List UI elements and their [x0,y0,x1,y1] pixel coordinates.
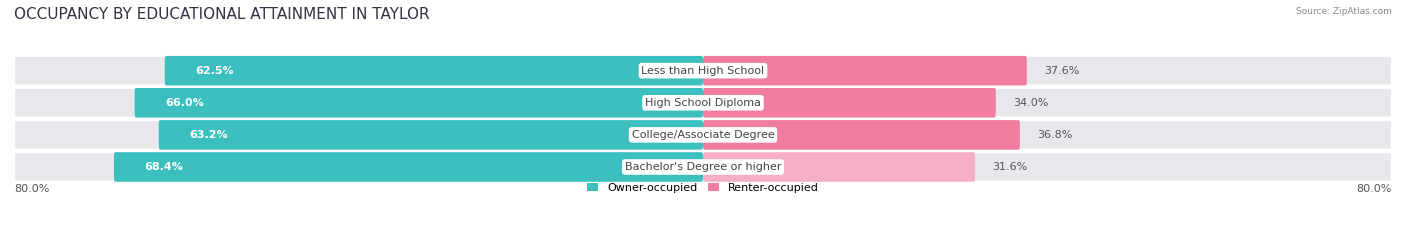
FancyBboxPatch shape [14,152,703,182]
FancyBboxPatch shape [703,120,1019,150]
Text: 63.2%: 63.2% [188,130,228,140]
FancyBboxPatch shape [135,88,703,117]
FancyBboxPatch shape [165,56,703,86]
Text: Bachelor's Degree or higher: Bachelor's Degree or higher [624,162,782,172]
Text: 31.6%: 31.6% [993,162,1028,172]
FancyBboxPatch shape [14,120,703,150]
Text: Less than High School: Less than High School [641,66,765,76]
FancyBboxPatch shape [159,120,703,150]
FancyBboxPatch shape [703,88,1392,117]
Text: Source: ZipAtlas.com: Source: ZipAtlas.com [1296,7,1392,16]
Text: 68.4%: 68.4% [143,162,183,172]
Text: 62.5%: 62.5% [195,66,233,76]
FancyBboxPatch shape [14,88,703,117]
FancyBboxPatch shape [703,120,1392,150]
Text: 34.0%: 34.0% [1012,98,1049,108]
FancyBboxPatch shape [114,152,703,182]
Text: 80.0%: 80.0% [1357,184,1392,194]
FancyBboxPatch shape [703,152,976,182]
FancyBboxPatch shape [703,56,1026,86]
FancyBboxPatch shape [14,56,703,86]
Text: 37.6%: 37.6% [1045,66,1080,76]
Text: 66.0%: 66.0% [165,98,204,108]
Text: 80.0%: 80.0% [14,184,49,194]
Text: College/Associate Degree: College/Associate Degree [631,130,775,140]
Legend: Owner-occupied, Renter-occupied: Owner-occupied, Renter-occupied [582,178,824,197]
Text: 36.8%: 36.8% [1038,130,1073,140]
FancyBboxPatch shape [703,88,995,117]
FancyBboxPatch shape [703,152,1392,182]
Text: High School Diploma: High School Diploma [645,98,761,108]
Text: OCCUPANCY BY EDUCATIONAL ATTAINMENT IN TAYLOR: OCCUPANCY BY EDUCATIONAL ATTAINMENT IN T… [14,7,430,22]
FancyBboxPatch shape [703,56,1392,86]
